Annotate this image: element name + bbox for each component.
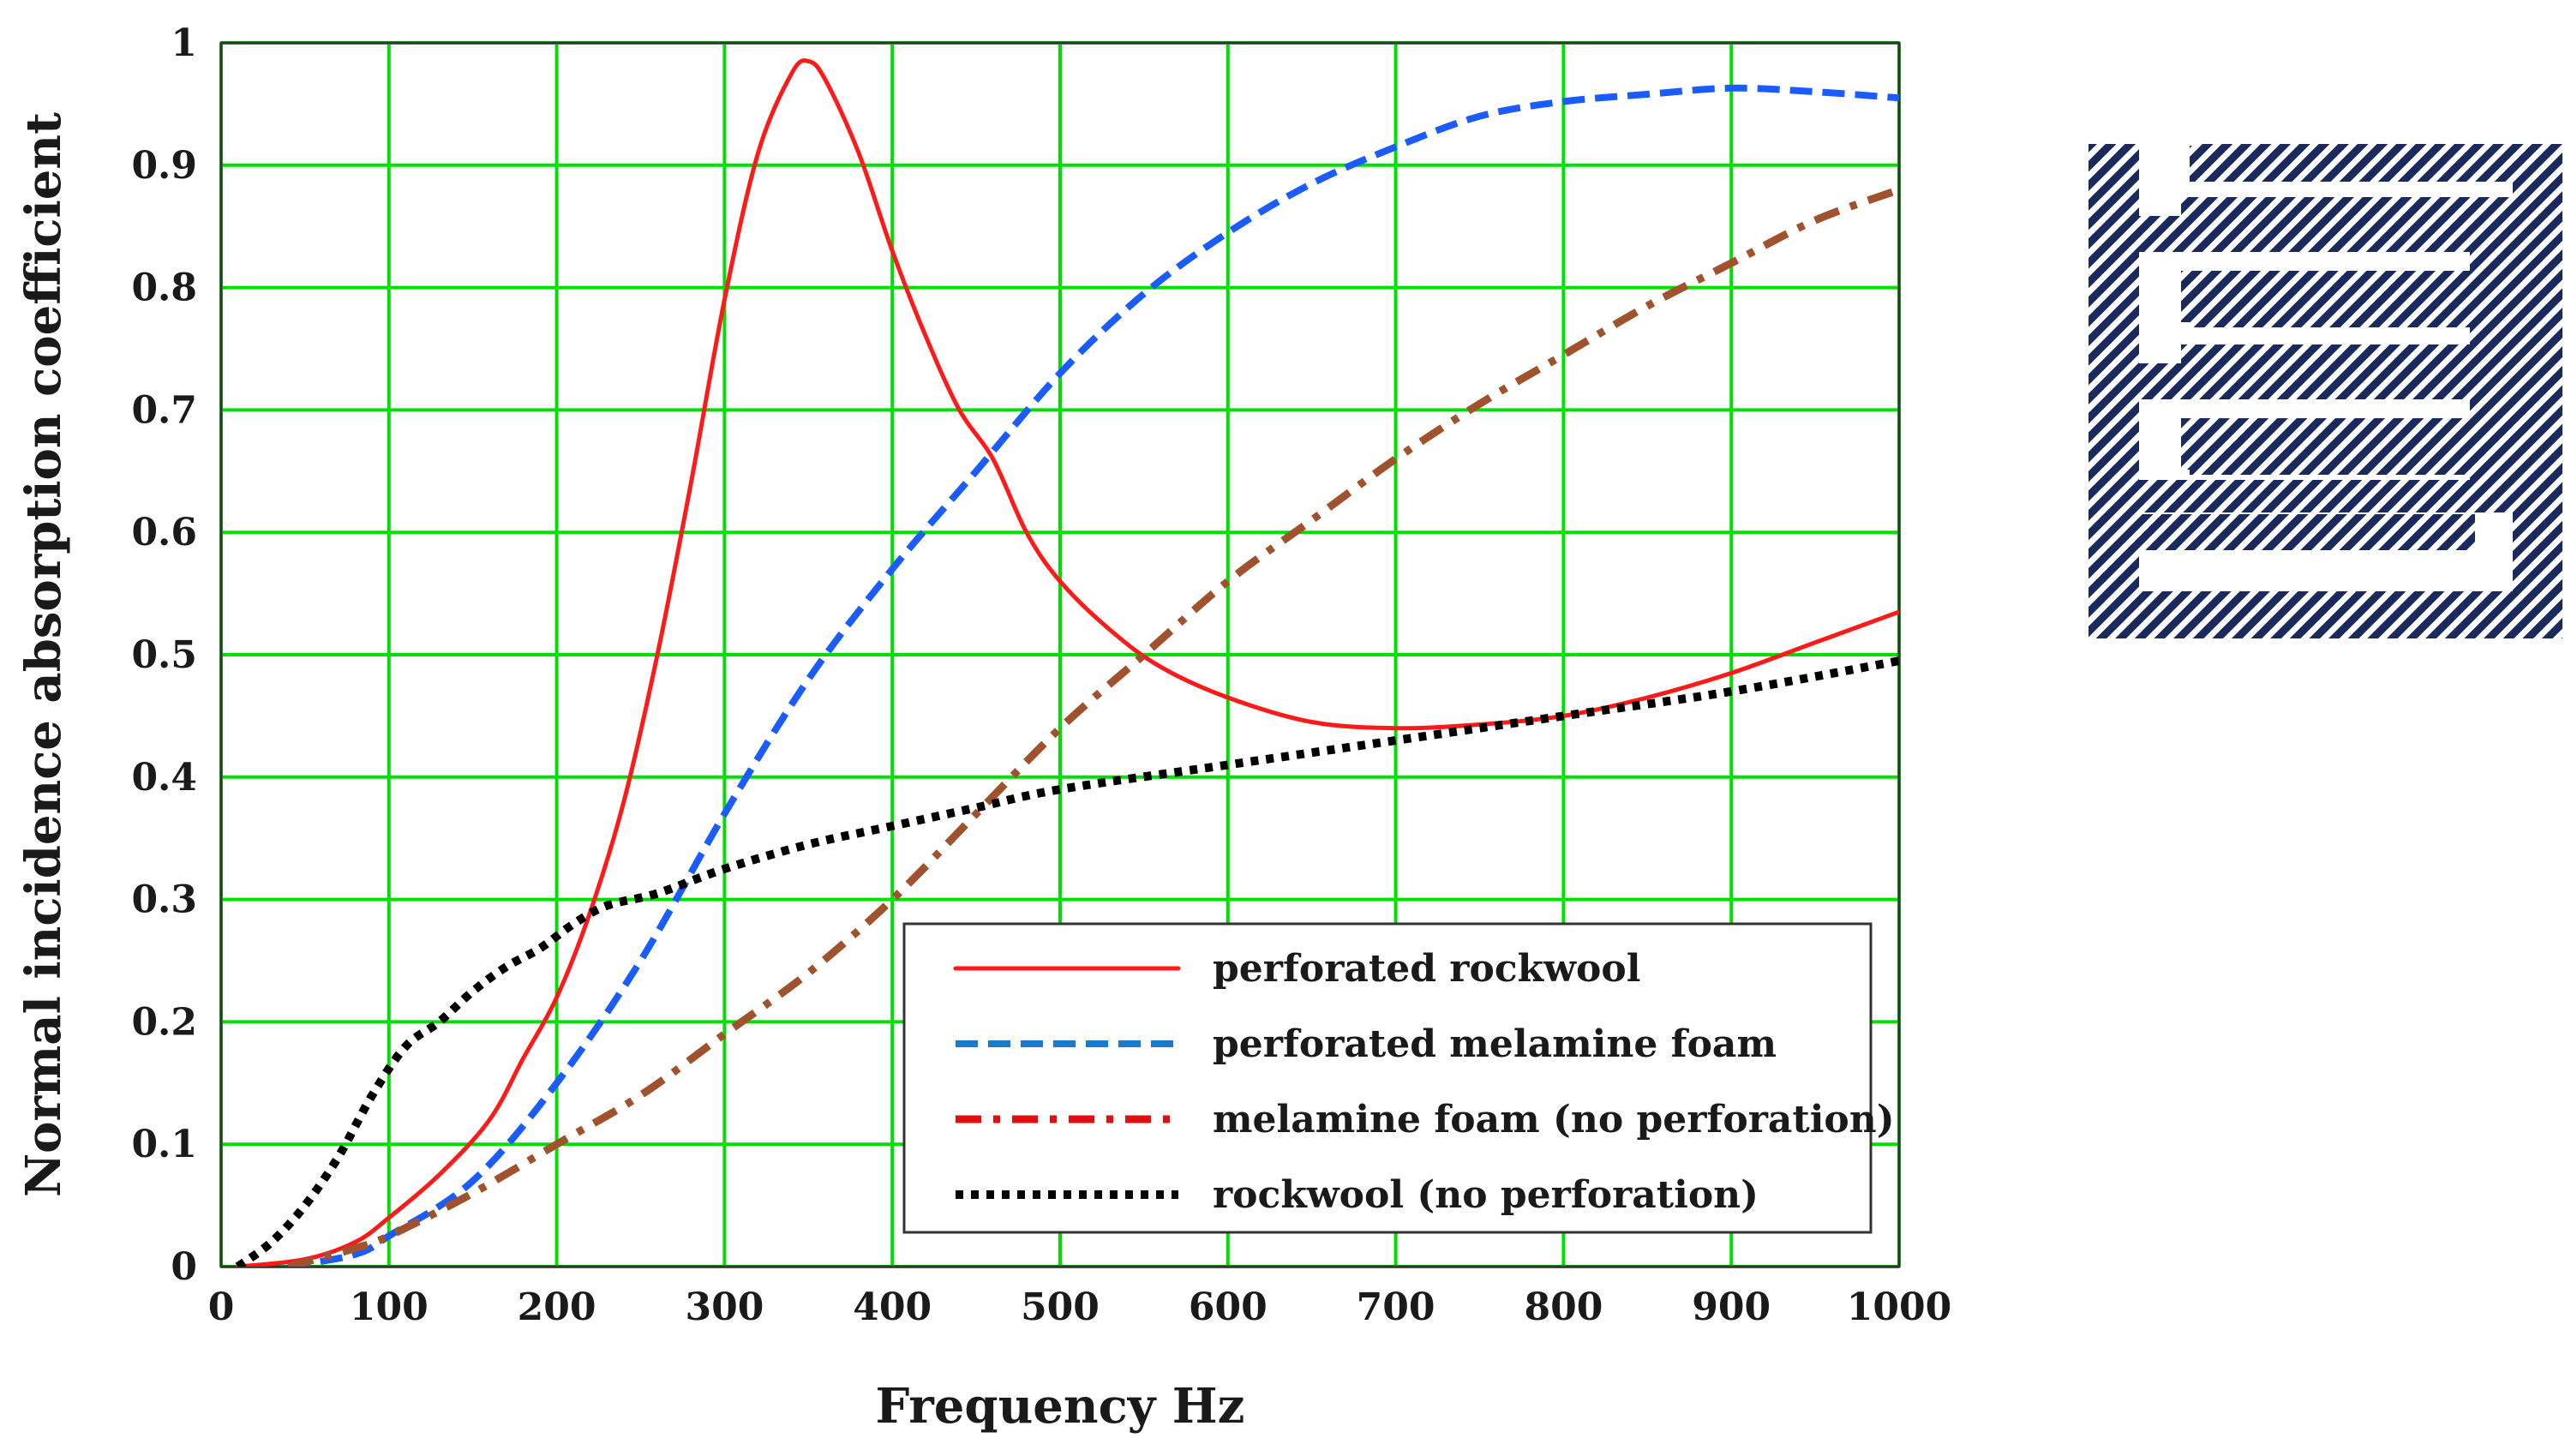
y-tick-labels: 0 0.1 0.2 0.3 0.4 0.5 0.6 0.7 0.8 0.9 1	[131, 21, 197, 1289]
y-tick-label-4: 0.4	[131, 756, 197, 800]
series-line-perforated-rockwool	[236, 58, 1899, 1267]
x-tick-label-1: 100	[350, 1285, 428, 1329]
x-tick-label-8: 800	[1524, 1285, 1603, 1329]
legend-label-3: rockwool (no perforation)	[1213, 1173, 1759, 1217]
series-line-rockwool-no-perforation-	[235, 656, 1899, 1267]
y-tick-label-9: 0.9	[131, 144, 197, 188]
y-tick-label-0: 0	[171, 1245, 197, 1289]
x-tick-label-10: 1000	[1847, 1285, 1951, 1329]
inset-diagram	[2089, 144, 2562, 638]
inset-left-column	[2089, 144, 2139, 638]
y-tick-label-10: 1	[171, 21, 197, 65]
inset-bar-2	[2139, 216, 2475, 252]
x-tick-label-5: 500	[1021, 1285, 1100, 1329]
plot-frame	[219, 41, 1901, 1268]
x-tick-label-9: 900	[1692, 1285, 1771, 1329]
y-tick-label-2: 0.2	[131, 1000, 197, 1044]
y-tick-label-5: 0.5	[131, 633, 197, 677]
inset-bar-3	[2190, 291, 2515, 327]
inset-bar-4	[2139, 363, 2475, 399]
x-tick-label-0: 0	[208, 1285, 235, 1329]
x-tick-labels: 0 100 200 300 400 500 600 700 800 900 1000	[208, 1285, 1952, 1329]
y-tick-label-7: 0.7	[131, 388, 197, 432]
inset-bar-1	[2190, 146, 2562, 182]
inset-bottom-bar	[2089, 591, 2562, 638]
legend-label-1: perforated melamine foam	[1213, 1022, 1777, 1066]
inset-right-column	[2515, 182, 2562, 638]
x-tick-label-4: 400	[853, 1285, 932, 1329]
series-line-melamine-foam-no-perforation-	[287, 186, 1899, 1267]
x-tick-label-6: 600	[1189, 1285, 1268, 1329]
legend-box	[902, 922, 1873, 1234]
x-tick-label-2: 200	[518, 1285, 596, 1329]
y-tick-label-8: 0.8	[131, 267, 197, 310]
legend: perforated rockwool perforated melamine f…	[902, 922, 1895, 1234]
series-lines	[235, 58, 1899, 1267]
inset-bar-6	[2139, 514, 2475, 550]
x-tick-label-7: 700	[1357, 1285, 1435, 1329]
legend-label-0: perforated rockwool	[1213, 947, 1640, 991]
y-axis-title: Normal incidence absorption coefficient	[15, 112, 72, 1197]
series-line-perforated-melamine-foam	[287, 84, 1899, 1267]
y-tick-label-3: 0.3	[131, 878, 197, 922]
y-tick-label-1: 0.1	[131, 1123, 197, 1166]
legend-label-2: melamine foam (no perforation)	[1213, 1098, 1895, 1141]
x-tick-label-3: 300	[685, 1285, 764, 1329]
y-tick-label-6: 0.6	[131, 511, 197, 554]
inset-bar-5	[2190, 439, 2515, 475]
x-axis-title: Frequency Hz	[876, 1378, 1245, 1435]
